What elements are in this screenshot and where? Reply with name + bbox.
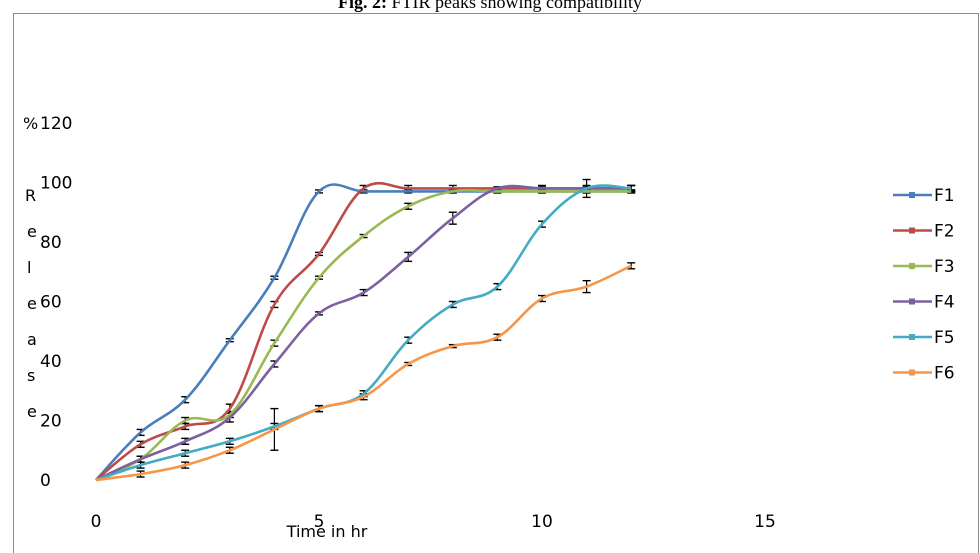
legend-item-f6: F6 — [893, 364, 955, 384]
y-tick-label: 20 — [40, 412, 62, 432]
series-line-f2 — [95, 181, 632, 482]
y-axis-label-letter: e — [27, 222, 37, 241]
legend-label: F5 — [934, 328, 955, 348]
legend-item-f4: F4 — [893, 293, 955, 313]
y-tick-label: 80 — [40, 233, 62, 253]
legend-label: F2 — [934, 222, 955, 242]
legend-item-f2: F2 — [893, 222, 955, 242]
y-tick-label: 40 — [40, 352, 62, 372]
x-tick-label: 15 — [754, 512, 776, 532]
y-axis-label-letter: l — [27, 258, 31, 277]
legend-item-f5: F5 — [893, 328, 955, 348]
series-line-f4 — [95, 184, 632, 482]
legend-label: F3 — [934, 257, 955, 277]
series-line-f3 — [95, 188, 632, 482]
series-line-f1 — [95, 183, 632, 481]
y-axis-label-letter: s — [27, 366, 35, 385]
x-tick-label: 5 — [314, 512, 325, 532]
figure-caption-prefix: Fig. 2: — [338, 0, 387, 12]
series-line-f5 — [95, 184, 632, 482]
chart-frame — [13, 13, 979, 553]
y-tick-label: 0 — [40, 471, 51, 491]
axes: 0 20 40 60 80 100 120 0 5 10 15 — [40, 114, 776, 532]
y-axis-label-letter: R — [25, 186, 36, 205]
y-axis-label-letter: a — [27, 330, 37, 349]
x-axis-label: Time in hr — [286, 522, 368, 541]
x-tick-label: 10 — [531, 512, 553, 532]
legend-label: F6 — [934, 364, 955, 384]
y-axis-label-letter: e — [27, 294, 37, 313]
figure-caption: Fig. 2: FTIR peaks showing compatibility — [0, 0, 980, 13]
y-tick-label: 60 — [40, 293, 62, 313]
y-axis-label-letter: e — [27, 402, 37, 421]
legend-item-f1: F1 — [893, 186, 955, 206]
x-tick-label: 0 — [91, 512, 102, 532]
y-tick-label: 120 — [40, 114, 72, 134]
legend-label: F1 — [934, 186, 955, 206]
series-lines — [95, 181, 632, 482]
y-axis-label-letter: % — [23, 114, 38, 133]
error-bars — [136, 178, 636, 478]
y-tick-label: 100 — [40, 174, 72, 194]
legend: F1 F2 F3 F4 F5 F6 — [893, 186, 955, 384]
legend-item-f3: F3 — [893, 257, 955, 277]
figure-caption-text: FTIR peaks showing compatibility — [387, 0, 642, 12]
series-line-f6 — [95, 264, 632, 482]
legend-label: F4 — [934, 293, 955, 313]
